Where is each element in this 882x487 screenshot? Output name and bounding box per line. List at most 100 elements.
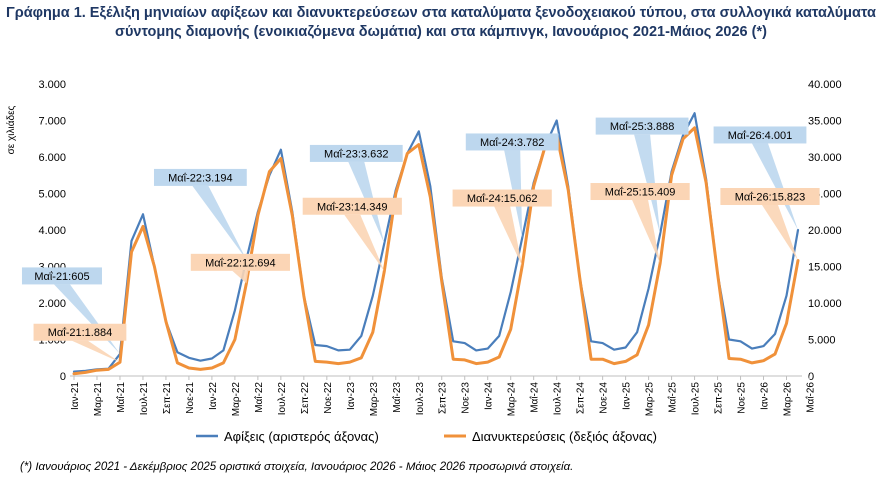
left-y-tick-label: 6.000 <box>38 152 66 164</box>
x-tick-label: Ιαν-21 <box>70 382 81 410</box>
x-tick-label: Ιαν-24 <box>484 382 495 410</box>
x-tick-label: Μαΐ-26 <box>804 382 816 413</box>
chart-title-line-1: Γράφημα 1. Εξέλιξη μηνιαίων αφίξεων και … <box>6 5 876 21</box>
x-tick-label: Μαΐ-24 <box>529 382 541 413</box>
callout-text: Μαΐ-24:3.782 <box>480 137 544 149</box>
legend-overnights: Διανυκτερεύσεις (δεξιός άξονας) <box>444 429 657 444</box>
x-tick-label: Μαρ-23 <box>369 382 380 417</box>
left-y-tick-label: 7.000 <box>38 116 66 128</box>
x-tick-label: Ιαν-23 <box>346 382 357 410</box>
x-tick-label: Νοε-24 <box>599 382 610 414</box>
callout-pointer <box>232 270 249 284</box>
x-tick-label: Μαρ-21 <box>93 382 104 417</box>
chart-title: Γράφημα 1. Εξέλιξη μηνιαίων αφίξεων και … <box>0 4 882 42</box>
callout-box <box>190 253 290 271</box>
callout-text: Μαΐ-21:1.884 <box>48 327 112 339</box>
callout-box <box>33 323 127 341</box>
right-y-tick-label: 20.000 <box>808 225 842 237</box>
left-y-tick-label: 0 <box>60 371 66 383</box>
legend-label: Αφίξεις (αριστερός άξονας) <box>224 429 379 444</box>
callout-text: Μαΐ-26:4.001 <box>728 130 792 142</box>
callout-text: Μαΐ-22:12.694 <box>205 257 276 269</box>
right-y-tick-label: 30.000 <box>808 152 842 164</box>
x-axis: Ιαν-21 Μαρ-21 Μαΐ-21 Ιουλ-21 Σεπ-21 Νοε-21 Ιαν… <box>70 375 816 417</box>
legend: Αφίξεις (αριστερός άξονας) Διανυκτερεύσει… <box>196 429 657 444</box>
callout-box <box>590 183 690 201</box>
right-y-tick-label: 5.000 <box>808 335 836 347</box>
x-tick-label: Μαΐ-25 <box>667 382 679 413</box>
right-y-tick-label: 0 <box>808 371 814 383</box>
series-lines <box>72 112 800 376</box>
overnights-data-label: Μαΐ-25:15.409 <box>590 183 690 264</box>
callout-box <box>21 267 102 285</box>
x-tick-label: Μαρ-26 <box>783 382 794 417</box>
callout-text: Μαΐ-25:15.409 <box>605 187 676 199</box>
x-tick-label: Μαΐ-21 <box>115 382 127 413</box>
arrivals-data-label: Μαΐ-22:3.194 <box>153 168 247 260</box>
callout-box <box>302 197 402 215</box>
overnights-line <box>72 126 800 376</box>
callout-pointer <box>344 214 385 272</box>
callout-pointer <box>752 143 798 230</box>
x-tick-label: Νοε-25 <box>737 382 748 414</box>
right-y-tick-label: 15.000 <box>808 262 842 274</box>
x-tick-label: Ιουλ-21 <box>139 382 150 416</box>
callout-text: Μαΐ-23:3.632 <box>324 148 388 160</box>
left-y-tick-label: 5.000 <box>38 189 66 201</box>
callout-text: Μαΐ-21:605 <box>34 271 89 283</box>
x-tick-label: Μαΐ-22 <box>253 382 265 413</box>
right-y-axis: 05.00010.00015.00020.00025.00030.00035.0… <box>808 79 842 383</box>
y-axis-label: σε χιλιάδες <box>5 105 17 154</box>
callout-pointer <box>71 340 120 363</box>
overnights-data-label: Μαΐ-23:14.349 <box>302 197 402 272</box>
callout-text: Μαΐ-26:15.823 <box>735 191 806 203</box>
legend-arrivals: Αφίξεις (αριστερός άξονας) <box>196 429 379 444</box>
callout-pointer <box>632 200 661 264</box>
right-y-tick-label: 35.000 <box>808 116 842 128</box>
x-tick-label: Ιαν-22 <box>208 382 219 410</box>
callout-box <box>153 168 247 186</box>
callout-box <box>309 144 403 162</box>
overnights-data-label: Μαΐ-24:15.062 <box>452 189 552 267</box>
chart-title-line-2: σύντομης διαμονής (ενοικιαζόμενα δωμάτια… <box>115 24 767 40</box>
x-tick-label: Ιαν-25 <box>622 382 633 410</box>
callout-text: Μαΐ-23:14.349 <box>317 201 388 213</box>
footnote: (*) Ιανουάριος 2021 - Δεκέμβριος 2025 ορ… <box>20 461 574 473</box>
x-tick-label: Σεπ-23 <box>438 382 449 414</box>
callout-box <box>595 117 689 135</box>
x-tick-label: Μαρ-22 <box>231 382 242 417</box>
x-tick-label: Σεπ-21 <box>162 382 173 414</box>
callout-box <box>452 189 552 207</box>
callout-box <box>713 126 807 144</box>
callout-text: Μαΐ-25:3.888 <box>610 121 674 133</box>
overnights-data-label: Μαΐ-22:12.694 <box>190 253 290 284</box>
left-y-tick-label: 3.000 <box>38 79 66 91</box>
left-y-tick-label: 4.000 <box>38 225 66 237</box>
left-y-tick-label: 2.000 <box>38 298 66 310</box>
x-tick-label: Μαΐ-23 <box>391 382 403 413</box>
x-tick-label: Μαρ-24 <box>507 382 518 417</box>
overnights-data-label: Μαΐ-26:15.823 <box>720 187 820 261</box>
x-tick-label: Σεπ-24 <box>576 382 587 414</box>
callout-box <box>465 133 559 151</box>
x-tick-label: Ιουλ-23 <box>415 382 426 416</box>
x-tick-label: Ιουλ-22 <box>277 382 288 416</box>
x-tick-label: Ιαν-26 <box>760 382 771 410</box>
overnights-data-label: Μαΐ-21:1.884 <box>33 323 127 363</box>
arrivals-data-label: Μαΐ-21:605 <box>21 267 120 354</box>
x-tick-label: Νοε-22 <box>323 382 334 414</box>
x-tick-label: Σεπ-22 <box>300 382 311 414</box>
x-tick-label: Σεπ-25 <box>714 382 725 414</box>
right-y-tick-label: 10.000 <box>808 298 842 310</box>
callout-pointer <box>192 185 247 260</box>
callout-box <box>720 187 820 205</box>
callout-text: Μαΐ-22:3.194 <box>168 172 232 184</box>
arrivals-data-label: Μαΐ-24:3.782 <box>465 133 559 238</box>
data-labels: Μαΐ-21:605 Μαΐ-21:1.884 Μαΐ-22:3.194 Μαΐ-22… <box>21 117 820 363</box>
left-y-axis: 01.0002.0003.0004.0005.0006.0007.0003.00… <box>38 79 66 383</box>
x-tick-label: Μαρ-25 <box>645 382 656 417</box>
x-tick-label: Νοε-21 <box>185 382 196 414</box>
callout-pointer <box>494 206 523 267</box>
x-tick-label: Ιουλ-25 <box>691 382 702 416</box>
